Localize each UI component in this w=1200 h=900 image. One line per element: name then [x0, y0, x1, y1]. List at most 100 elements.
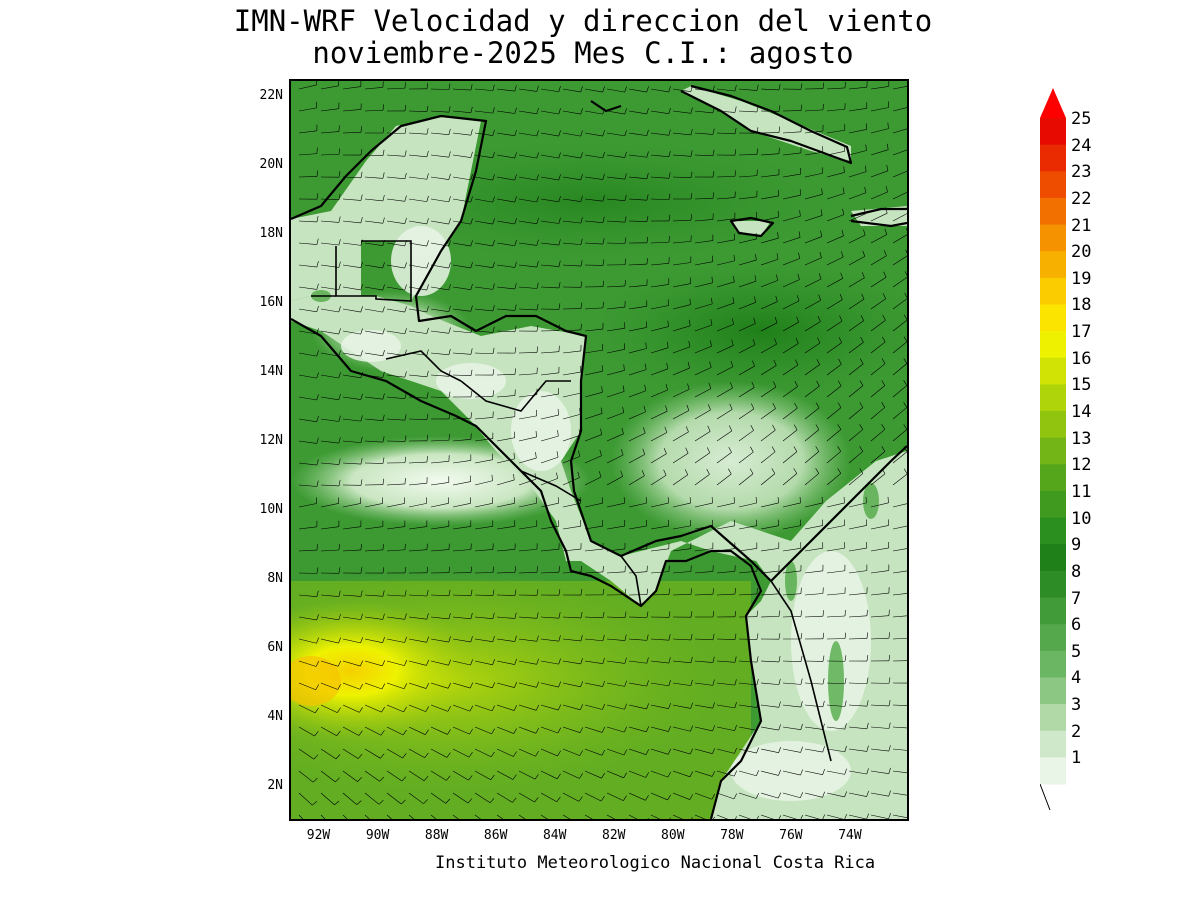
wind-barb-shaft [650, 548, 669, 552]
wind-barb-shaft [782, 131, 801, 134]
wind-barb-feather [558, 612, 561, 619]
wind-barb-shaft [826, 256, 844, 266]
colorbar-segment [1040, 597, 1066, 625]
wind-barb-shaft [650, 132, 669, 136]
wind-barb-feather [514, 658, 517, 665]
wind-barb-shaft [738, 365, 755, 376]
wind-barb-feather [492, 369, 495, 376]
wind-barb-feather [426, 240, 429, 247]
wind-barb-shaft [562, 329, 581, 332]
wind-barb-feather [404, 435, 407, 442]
wind-barb-feather [888, 722, 891, 729]
wind-barb-shaft [584, 132, 603, 137]
wind-barb-shaft [892, 726, 907, 729]
wind-barb-shaft [320, 549, 339, 552]
wind-barb-feather [844, 81, 846, 88]
wind-barb-shaft [364, 330, 383, 335]
wind-barb-shaft [672, 502, 691, 508]
wind-barb-shaft [430, 638, 449, 643]
colorbar-segment [1040, 277, 1066, 305]
wind-barb-shaft [474, 220, 493, 225]
wind-barb-feather [335, 777, 340, 783]
wind-barb-shaft [386, 549, 405, 552]
jamaica-coast [729, 216, 775, 238]
wind-barb-shaft [386, 526, 405, 530]
wind-barb-feather [315, 660, 320, 667]
wind-barb-feather [844, 745, 847, 752]
wind-barb-feather [882, 293, 887, 299]
wind-barb-feather [315, 684, 319, 690]
wind-barb-shaft [628, 369, 647, 376]
wind-barb-shaft [408, 704, 426, 712]
wind-barb-feather [448, 128, 451, 135]
wind-barb-feather [881, 380, 886, 386]
wind-barb-feather [903, 424, 907, 430]
wind-barb-feather [668, 214, 671, 221]
wind-barb-shaft [584, 220, 603, 223]
wind-barb-feather [402, 729, 407, 736]
wind-barb-shaft [584, 616, 603, 619]
wind-barb-shaft [386, 638, 405, 643]
wind-barb-feather [448, 173, 451, 180]
wind-barb-feather [359, 660, 364, 667]
wind-barb-shaft [672, 410, 690, 420]
wind-barb-feather [360, 328, 363, 335]
wind-barb-shaft [452, 220, 471, 225]
wind-barb-feather [404, 172, 407, 179]
wind-barb-feather [690, 150, 693, 157]
wind-barb-shaft [298, 153, 317, 156]
wind-barb-shaft [606, 616, 625, 618]
wind-barb-shaft [584, 571, 603, 574]
wind-barb-shaft [298, 526, 317, 530]
colorbar-segment [1040, 757, 1066, 785]
wind-barb-shaft [584, 413, 603, 420]
wind-barb-shaft [518, 436, 537, 442]
wind-barb-shaft [474, 549, 493, 552]
wind-barb-feather [821, 188, 823, 195]
wind-barb-feather [623, 749, 628, 756]
wind-barb-shaft [540, 638, 559, 642]
wind-barb-shaft [540, 264, 559, 267]
wind-barb-feather [426, 306, 429, 312]
wind-barb-feather [557, 750, 561, 757]
wind-barb-feather [799, 496, 801, 503]
wind-barb-shaft [342, 264, 361, 269]
wind-barb-shaft [826, 299, 843, 310]
wind-barb-shaft [826, 342, 842, 354]
wind-barb-feather [624, 86, 627, 93]
wind-barb-shaft [298, 748, 315, 760]
wind-barb-shaft [320, 726, 337, 737]
wind-barb-shaft [694, 88, 713, 92]
wind-barb-shaft [496, 132, 515, 137]
wind-barb-shaft [474, 814, 481, 819]
wind-barb-shaft [364, 682, 383, 690]
wind-barb-shaft [496, 814, 504, 819]
wind-barb-feather [404, 82, 406, 89]
wind-barb-shaft [804, 299, 821, 310]
wind-barb-feather [470, 262, 473, 269]
wind-barb-feather [382, 436, 385, 443]
wind-barb-feather [821, 496, 823, 503]
wind-barb-feather [689, 298, 691, 305]
wind-barb-shaft [738, 196, 757, 200]
wind-barb-shaft [496, 198, 515, 203]
wind-barb-shaft [672, 748, 691, 755]
wind-barb-feather [492, 390, 494, 397]
wind-barbs [298, 81, 907, 819]
wind-barb-shaft [518, 726, 536, 734]
wind-barb-shaft [892, 637, 907, 640]
wind-barb-feather [338, 306, 341, 313]
calm-spot [341, 330, 401, 362]
wind-barb-shaft [496, 638, 515, 642]
wind-barb-feather [360, 590, 363, 597]
wind-barb-shaft [672, 814, 683, 819]
wind-barb-shaft [430, 198, 449, 203]
wind-barb-shaft [540, 393, 559, 398]
wind-barb-feather [334, 800, 340, 806]
wind-barb-feather [800, 792, 804, 798]
wind-barb-shaft [386, 660, 405, 666]
wind-barb-shaft [738, 387, 755, 398]
wind-barb-shaft [342, 682, 360, 690]
wind-barb-feather [865, 144, 867, 151]
wind-barb-shaft [320, 220, 339, 223]
